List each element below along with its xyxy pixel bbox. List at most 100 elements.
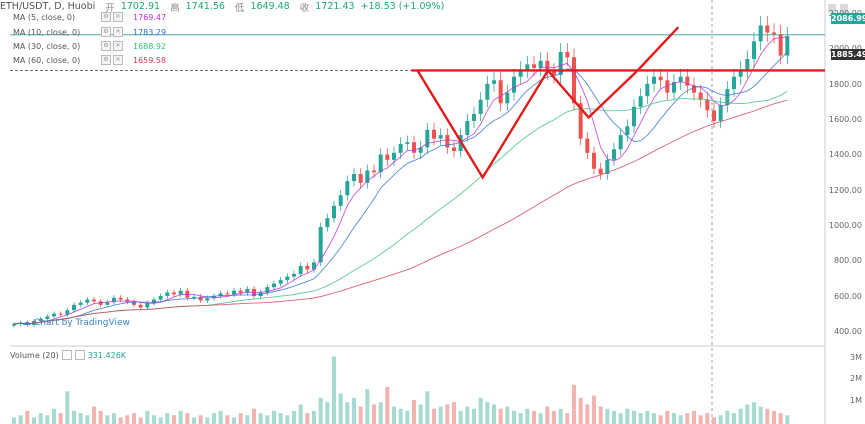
candle-body (325, 218, 330, 228)
volume-legend[interactable]: Volume (20) 331.426K (10, 350, 126, 360)
indicator-ma5[interactable]: MA (5, close, 0) ⚙ ✕ 1769.47 (0, 12, 166, 22)
candle-body (425, 129, 430, 148)
volume-bar (512, 410, 516, 424)
y-tick-label: 1400.00 (828, 150, 862, 160)
candle-body (672, 82, 676, 93)
candle-body (365, 170, 370, 183)
volume-bar (338, 393, 343, 424)
candle-body (465, 120, 470, 136)
candle-body (518, 69, 523, 77)
volume-bar (692, 410, 696, 424)
volume-bar (72, 410, 76, 424)
volume-bar (165, 413, 170, 424)
candle-body (432, 129, 436, 139)
tradingview-watermark[interactable]: ☁ Chart by TradingView (22, 318, 130, 328)
candle-body (565, 51, 570, 58)
candle-body (505, 92, 510, 104)
volume-bar (785, 415, 790, 424)
volume-bar (612, 410, 616, 424)
close-icon[interactable]: ✕ (113, 12, 123, 22)
candle-body (172, 292, 176, 295)
volume-bar (352, 397, 356, 424)
volume-bar (585, 404, 590, 424)
indicator-ma10[interactable]: MA (10, close, 0) ⚙ ✕ 1783.29 (0, 27, 166, 37)
maximize-icon[interactable] (828, 4, 836, 13)
symbol-title: ETH/USDT, D, Huobi (0, 1, 96, 12)
volume-bar (125, 415, 130, 424)
header-bar: ETH/USDT, D, Huobi 开 1702.91 高 1741.56 低 16… (0, 0, 444, 14)
volume-bar (12, 417, 16, 424)
candle-body (698, 92, 703, 100)
candle-body (478, 99, 483, 114)
volume-bar (498, 408, 503, 424)
volume-bar (18, 415, 23, 424)
candle-body (778, 34, 783, 56)
volume-bar (718, 415, 723, 424)
candle-body (665, 80, 670, 93)
candle-body (85, 299, 90, 303)
indicator-label: MA (10, close, 0) (13, 27, 81, 37)
volume-bar (638, 413, 643, 424)
volume-bar (205, 417, 210, 424)
close-icon[interactable]: ✕ (113, 41, 123, 51)
candle-body (585, 138, 590, 153)
candle-body (705, 99, 710, 111)
volume-bar (32, 417, 36, 424)
candle-body (392, 152, 396, 160)
volume-bar (392, 406, 396, 424)
volume-bar (92, 406, 96, 424)
candle-body (152, 299, 156, 304)
volume-bar (458, 410, 463, 424)
volume-bar (192, 417, 196, 424)
candle-body (772, 32, 776, 35)
volume-bar (672, 413, 676, 424)
candle-body (605, 159, 610, 174)
volume-bar (425, 391, 430, 424)
close-icon[interactable]: ✕ (113, 55, 123, 65)
candle-body (218, 293, 223, 297)
candle-body (412, 142, 416, 153)
candle-body (278, 280, 283, 284)
indicator-value: 1769.47 (133, 12, 167, 22)
settings-icon[interactable]: ⚙ (101, 41, 111, 51)
volume-bar (185, 413, 190, 424)
volume-bar (738, 408, 743, 424)
candle-body (72, 304, 76, 311)
ma-line-10 (13, 51, 788, 325)
minimize-icon[interactable] (840, 4, 848, 13)
volume-tick-label: 1M (850, 396, 862, 406)
high-value: 1741.56 (185, 1, 225, 12)
candle-body (445, 135, 450, 148)
close-icon[interactable]: ✕ (113, 27, 123, 37)
candle-body (198, 296, 203, 301)
indicator-ma60[interactable]: MA (60, close, 0) ⚙ ✕ 1659.58 (0, 55, 166, 65)
candle-body (685, 76, 690, 86)
candle-body (485, 83, 490, 100)
ma-line-30 (13, 91, 788, 325)
candle-body (612, 149, 616, 160)
volume-bar (572, 384, 576, 424)
volume-bar (665, 410, 670, 424)
volume-bar (652, 413, 656, 424)
open-label: 开 (105, 2, 115, 14)
close-icon[interactable] (74, 350, 85, 360)
candle-body (765, 25, 770, 33)
volume-bar (225, 415, 230, 424)
y-tick-label: 1800.00 (828, 79, 862, 89)
indicator-ma30[interactable]: MA (30, close, 0) ⚙ ✕ 1688.92 (0, 41, 166, 51)
indicator-label: MA (5, close, 0) (13, 12, 76, 22)
indicator-label: MA (30, close, 0) (13, 41, 81, 51)
candle-body (205, 298, 210, 301)
close-label: 收 (299, 2, 310, 14)
ma-line-60 (13, 99, 788, 325)
settings-icon[interactable]: ⚙ (101, 27, 111, 37)
volume-bar (592, 395, 596, 424)
volume-tick-label: 2M (850, 374, 862, 384)
settings-icon[interactable]: ⚙ (101, 12, 111, 22)
settings-icon[interactable] (61, 350, 72, 360)
candle-body (652, 76, 656, 84)
volume-bar (598, 406, 603, 424)
candle-body (358, 174, 363, 183)
settings-icon[interactable]: ⚙ (101, 55, 111, 65)
